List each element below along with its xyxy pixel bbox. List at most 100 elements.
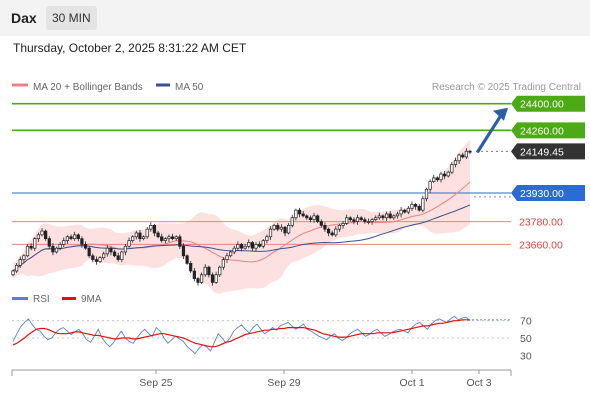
candle-body [232,247,236,253]
candle-body [83,244,88,249]
candle-body [250,242,254,249]
candle-body [432,177,436,182]
9ma-legend-label: 9MA [81,294,102,305]
candle-body [258,244,262,247]
candle-body [40,230,44,236]
candle-body [105,247,109,255]
candle-body [22,255,26,260]
x-axis: Sep 25 Sep 29 Oct 1 Oct 3 [11,369,512,389]
candle-body [377,215,381,219]
ma50-legend-label: MA 50 [175,82,204,93]
level-tag-resistance [511,122,585,139]
candle-body [421,198,425,211]
forecast-arrow-head [493,107,508,121]
rsi-line [12,315,471,355]
candle-body [348,217,352,221]
candle-body [221,259,225,268]
candle-body [395,213,400,217]
candle-body [149,225,153,230]
candle-body [439,173,443,181]
9ma-line [12,319,470,348]
candle-body [261,240,265,247]
candle-body [174,236,178,240]
candle-body [58,244,62,249]
candle-body [464,150,468,158]
candle-body [363,219,367,222]
candle-body [131,236,135,241]
candle-body [366,221,371,223]
candle-body [428,181,432,190]
candle-body [290,217,294,226]
ma20-legend-swatch [12,83,28,87]
rsi-tick-label: 50 [520,333,532,345]
candle-body [178,236,182,247]
rsi-legend-swatch [12,297,28,300]
candle-body [319,221,323,226]
candle-body [359,217,363,221]
candle-body [207,266,211,276]
level-label-resistance: 24260.00 [520,125,564,137]
candle-body [127,240,131,247]
candle-body [94,259,99,262]
x-tick-label: Oct 3 [466,377,491,389]
candle-body [341,223,345,226]
candle-body [457,154,461,162]
candle-body [406,207,410,213]
level-label-support: 23780.00 [519,217,563,229]
candle-body [268,228,273,238]
candle-body [192,270,196,279]
candle-body [62,240,66,245]
level-label-last: 24149.45 [520,146,564,158]
candle-body [167,236,171,240]
level-tag-resistance [511,95,585,112]
candle-body [87,247,91,257]
candle-body [225,255,229,260]
candle-body [330,232,334,236]
candle-body [112,251,117,257]
candle-body [36,234,40,240]
candle-body [312,215,316,221]
candle-body [301,213,305,217]
candle-body [98,257,102,262]
price-panel: 24400.00 24260.00 24149.45 23930.00 23780.00… [11,95,585,294]
candle-body [196,278,200,283]
candle-body [413,204,418,207]
candle-body [355,217,360,222]
level-label-support: 23660.00 [519,239,563,251]
x-tick-label: Sep 29 [267,377,300,389]
candle-body [326,228,331,234]
candle-body [247,242,251,247]
interval-selector[interactable]: 30 MIN [46,6,97,30]
candle-body [156,232,160,238]
candle-body [120,251,124,260]
candle-body [15,264,19,272]
candle-body [384,213,389,219]
candle-body [18,259,22,266]
candle-body [345,217,349,224]
candle-body [294,209,298,219]
chart-header: Dax 30 MIN [0,0,590,36]
candle-body [152,225,157,234]
candle-body [210,274,215,283]
bollinger-band [13,140,470,294]
candle-body [276,225,280,230]
instrument-title: Dax [11,10,37,26]
candle-body [91,255,95,260]
candle-body [297,209,302,215]
candle-body [435,177,439,181]
candle-body [134,232,138,238]
candle-body [170,236,175,240]
candle-body [272,225,276,230]
x-tick-label: Sep 25 [139,377,172,389]
candle-body [69,236,73,240]
candle-body [65,236,70,241]
candle-body [410,204,414,209]
candle-body [102,253,106,259]
candle-body [468,150,472,153]
candle-body [160,236,164,241]
candle-body [203,266,207,276]
credit-label: Research © 2025 Trading Central [432,82,581,93]
candle-body [181,245,186,257]
candle-body [116,255,120,260]
